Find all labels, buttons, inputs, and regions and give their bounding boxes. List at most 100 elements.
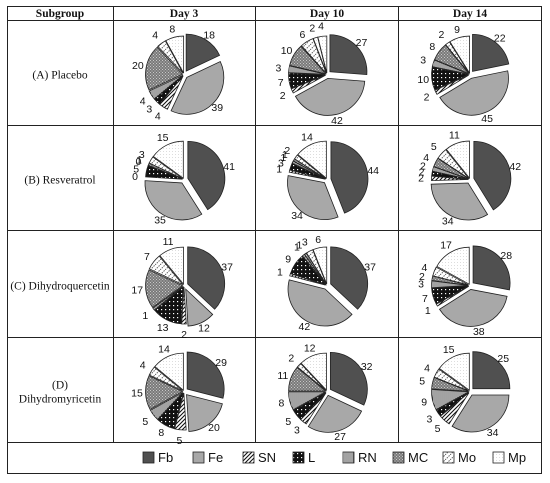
slice-label-mc: 15 [131, 387, 143, 399]
slice-label-mp: 9 [454, 24, 460, 36]
slice-label-mc: 1 [136, 155, 142, 167]
slice-rn [431, 59, 469, 75]
slice-label-sn: 1 [425, 305, 431, 317]
slice-label-rn: 2 [420, 161, 426, 173]
slice-label-mc: 17 [131, 284, 143, 296]
slice-fb [330, 246, 368, 310]
slice-label-mo: 7 [144, 251, 150, 263]
slice-label-fb: 18 [203, 29, 215, 41]
slice-sn [434, 74, 469, 95]
pie-2-2: 28 38 17 324 17 [418, 240, 512, 339]
slice-label-mo: 3 [139, 149, 145, 161]
slice-label-rn: 9 [421, 396, 427, 408]
slice-mp [317, 35, 328, 74]
slice-mp [154, 352, 184, 391]
legend-label-l: L [308, 450, 315, 465]
slice-label-mo: 4 [152, 29, 158, 41]
slice-sn [290, 74, 326, 94]
slice-label-fe: 42 [299, 321, 311, 333]
header-subgroup: Subgroup [36, 8, 84, 20]
slice-fe [170, 61, 225, 115]
row-label-2: (C) Dihydroquercetin [10, 281, 110, 293]
slice-mo [157, 40, 184, 74]
slice-l [431, 285, 469, 305]
legend-swatch-rn [342, 451, 355, 464]
legend-label-mp: Mp [508, 450, 526, 465]
slice-label-mp: 11 [449, 130, 460, 142]
slice-fe [307, 394, 363, 433]
slice-label-mc: 1 [297, 239, 303, 251]
slice-label-mp: 8 [169, 23, 175, 35]
slice-label-mp: 15 [443, 344, 455, 356]
slice-label-fb: 37 [221, 261, 233, 273]
slice-fe [287, 175, 339, 220]
slice-mc [433, 157, 469, 180]
slice-label-mo: 4 [422, 262, 428, 274]
slice-label-fb: 44 [367, 165, 379, 177]
slice-label-fb: 25 [497, 353, 509, 365]
legend-swatch-fe [192, 451, 205, 464]
slice-label-fe: 34 [487, 427, 499, 439]
slice-label-mc: 10 [281, 45, 293, 57]
slice-mp [297, 140, 327, 179]
legend-swatch-mp [492, 451, 505, 464]
slice-label-fe: 34 [442, 215, 454, 227]
row-labels: (A) Placebo (B) Resveratrol (C) Dihydroque… [10, 70, 110, 406]
slice-l [292, 392, 327, 420]
slice-l [290, 255, 327, 286]
slice-mc [289, 45, 327, 75]
slice-label-mc: 1 [282, 149, 288, 161]
slice-mc [145, 269, 184, 308]
pie-3-1: 32 27 358 112 12 [277, 342, 372, 443]
slice-mo [148, 156, 183, 180]
row-label-3: Dihydromyricetin [19, 394, 102, 406]
slice-label-fe: 38 [473, 326, 485, 338]
slice-l [435, 391, 470, 417]
row-label-0: (A) Placebo [32, 70, 87, 82]
slice-fb [472, 245, 511, 291]
slice-label-fe: 12 [198, 323, 210, 335]
slice-label-l: 10 [417, 74, 429, 86]
slice-label-fb: 37 [364, 261, 376, 273]
slice-label-sn: 2 [418, 172, 424, 184]
slice-label-mp: 4 [318, 20, 324, 32]
slice-label-sn: 5 [435, 423, 441, 435]
slice-label-mo: 6 [300, 29, 306, 41]
slice-label-sn: 0 [132, 171, 138, 183]
slice-mc [434, 44, 470, 74]
slice-label-mo: 2 [284, 145, 290, 157]
slice-label-rn: 5 [142, 416, 148, 428]
slice-fb [472, 34, 510, 72]
table-grid [7, 6, 542, 474]
slice-fe [144, 180, 203, 221]
slice-mc [288, 366, 327, 392]
slice-label-fe: 34 [291, 210, 303, 222]
pie-3-0: 29 20 585 15 4 14 [131, 343, 227, 446]
legend-swatch-sn [242, 451, 255, 464]
slice-l [154, 285, 184, 325]
slice-mp [159, 246, 184, 286]
slice-label-sn: 5 [176, 435, 182, 447]
slice-rn [431, 389, 470, 411]
slice-label-rn: 8 [279, 398, 285, 410]
slice-label-l: 3 [427, 414, 433, 426]
slice-fb [329, 34, 368, 76]
slice-label-l: 3 [146, 104, 152, 116]
slice-label-mc: 5 [419, 375, 425, 387]
slice-l [431, 66, 470, 91]
slice-label-sn: 2 [424, 92, 430, 104]
slice-fb [473, 141, 512, 211]
legend-label-fb: Fb [158, 450, 173, 465]
slice-label-rn: 4 [140, 95, 146, 107]
slice-label-fe: 35 [154, 214, 166, 226]
slice-mo [445, 41, 470, 74]
slice-mp [312, 246, 328, 285]
slice-mp [152, 140, 184, 179]
slice-label-fe: 20 [208, 422, 220, 434]
slice-label-rn: 1 [142, 310, 148, 322]
